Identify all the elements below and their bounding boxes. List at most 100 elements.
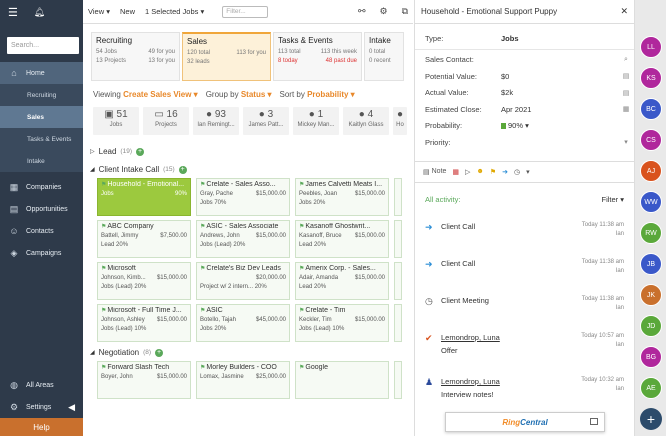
field-value[interactable]: $2k [501, 88, 514, 98]
hamburger-menu-icon[interactable]: ☰ [8, 6, 18, 19]
sidebar-subitem-tasks[interactable]: Tasks & Events [0, 128, 83, 150]
avatar[interactable]: BG [640, 346, 662, 368]
flag-icon[interactable]: ⚑ [489, 168, 497, 176]
gear-icon[interactable]: ⚙ [379, 6, 388, 16]
calendar-icon[interactable]: ▦ [622, 106, 630, 114]
window-icon[interactable] [590, 418, 598, 425]
search-icon[interactable]: ⌕ [624, 55, 628, 63]
deal-card[interactable]: ⚑ASIC Botello, Tajah $45,000.00 Jobs 20% [196, 304, 290, 342]
sidebar-subitem-intake[interactable]: Intake [0, 150, 83, 172]
play-icon[interactable]: ▷ [465, 168, 471, 176]
activity-filter-dropdown[interactable]: Filter ▾ [601, 194, 624, 204]
add-icon[interactable]: + [155, 348, 164, 357]
activity-item[interactable]: ➜ Client Call Today 11:38 am Ian [415, 259, 634, 274]
arrow-right-icon[interactable]: ➜ [502, 168, 508, 176]
activity-item[interactable]: ✔ Lemondrop, Luna Offer Today 10:57 am Ian [415, 333, 634, 355]
sidebar-item-all-areas[interactable]: ◍ All Areas [0, 374, 83, 396]
pipeline-tab-sales[interactable]: Sales 120 total 113 for you 32 leads [182, 32, 271, 81]
deal-card[interactable]: ⚑Kasanoff Ghostwrit... Kasanoff, Bruce $15… [295, 220, 389, 258]
collapse-arrow-icon[interactable]: ◀ [68, 401, 75, 412]
deal-card[interactable]: ⚑ASIC - Sales Associate Andrews, John $15,… [196, 220, 290, 258]
avatar[interactable]: LL [640, 36, 662, 58]
selected-jobs-dropdown[interactable]: 1 Selected Jobs ▾ [145, 7, 205, 16]
deal-card[interactable]: ⚑Microsoft Johnson, Kimb... $15,000.00 Jobs… [97, 262, 191, 300]
sidebar-item-settings[interactable]: ⚙ Settings ◀ [0, 396, 83, 418]
field-value[interactable]: Jobs [501, 33, 519, 43]
viewing-dropdown[interactable]: Create Sales View ▾ [123, 90, 198, 99]
person-add-icon[interactable]: ☻ [476, 168, 484, 175]
pipeline-tab-tasks[interactable]: Tasks & Events 113 total 113 this week 8 … [273, 32, 362, 81]
sort-dropdown[interactable]: Probability ▾ [307, 90, 355, 99]
avatar[interactable]: JD [640, 315, 662, 337]
popout-icon[interactable]: ⧉ [401, 6, 408, 16]
avatar[interactable]: WW [640, 191, 662, 213]
collapse-icon[interactable]: ◢ [90, 167, 95, 173]
avatar[interactable]: AE [640, 377, 662, 399]
expand-icon[interactable]: ▷ [90, 149, 95, 155]
stat-projects[interactable]: ▭ 16 Projects [143, 107, 189, 135]
add-icon[interactable]: + [135, 147, 144, 156]
stat-jobs[interactable]: ▣ 51 Jobs [93, 107, 139, 135]
field-value[interactable]: 90% ▾ [501, 121, 634, 130]
deal-card[interactable]: ⚑Amerix Corp. - Sales... Adair, Amanda $15… [295, 262, 389, 300]
avatar[interactable]: JK [640, 284, 662, 306]
calendar-icon[interactable]: ▦ [452, 168, 460, 176]
stat-user[interactable]: ● 93 Ian Remingt... [193, 107, 239, 135]
avatar[interactable]: JB [640, 253, 662, 275]
calculator-icon[interactable]: ▤ [622, 89, 630, 97]
pipeline-tab-intake[interactable]: Intake 0 total 0 recent [364, 32, 404, 81]
deal-card[interactable]: ⚑Forward Slash Tech Boyer, John $15,000.00 [97, 361, 191, 399]
clock-icon[interactable]: ◷ [513, 168, 521, 176]
note-button[interactable]: ▤ Note [423, 168, 446, 176]
new-button[interactable]: New [119, 7, 135, 16]
ringcentral-bar[interactable]: RingCentral [445, 412, 605, 432]
deal-card[interactable]: ⚑ABC Company Battell, Jimmy $7,500.00 Lead … [97, 220, 191, 258]
deal-card[interactable]: ⚑James Calvetti Meats I... Peebles, Joan $… [295, 178, 389, 216]
stat-user[interactable]: ● 1 Mickey Man... [293, 107, 339, 135]
add-icon[interactable]: + [178, 165, 187, 174]
sidebar-item-opportunities[interactable]: ▤ Opportunities [0, 198, 83, 220]
sidebar-item-campaigns[interactable]: ◈ Campaigns [0, 242, 83, 264]
activity-item[interactable]: ◷ Client Meeting Today 11:38 am Ian [415, 296, 634, 311]
avatar[interactable]: CS [640, 129, 662, 151]
collapse-icon[interactable]: ◢ [90, 350, 95, 356]
sidebar-item-contacts[interactable]: ☺ Contacts [0, 220, 83, 242]
sidebar-subitem-sales[interactable]: Sales [0, 106, 83, 128]
field-value[interactable]: Apr 2021 [501, 104, 532, 114]
section-negotiation[interactable]: ◢ Negotiation (8) + [90, 348, 413, 357]
more-chevron-icon[interactable]: ▾ [526, 168, 530, 176]
help-button[interactable]: Help [0, 418, 83, 436]
section-lead[interactable]: ▷ Lead (19) + [90, 147, 413, 156]
stat-user[interactable]: ● 4 Kaitlyn Glass [343, 107, 389, 135]
add-icon[interactable]: + [640, 408, 662, 430]
avatar[interactable]: KS [640, 67, 662, 89]
deal-card[interactable]: ⚑Google [295, 361, 389, 399]
chevron-down-icon[interactable]: ▾ [624, 139, 628, 147]
stat-user[interactable]: ● 3 James Patt... [243, 107, 289, 135]
notification-bell-icon[interactable]: 🔔︎ [33, 6, 45, 17]
sidebar-item-companies[interactable]: ▦ Companies [0, 176, 83, 198]
filter-input[interactable]: Filter... [222, 5, 269, 18]
field-value[interactable]: $0 [501, 71, 510, 81]
sidebar-item-home[interactable]: ⌂ Home [0, 62, 83, 84]
section-client-intake[interactable]: ◢ Client Intake Call (15) + [90, 165, 413, 174]
close-icon[interactable]: ✕ [620, 6, 628, 16]
avatar[interactable]: RW [640, 222, 662, 244]
deal-card[interactable]: ⚑Microsoft - Full Time J... Johnson, Ashl… [97, 304, 191, 342]
sidebar-subitem-recruiting[interactable]: Recruiting [0, 84, 83, 106]
activity-item[interactable]: ♟ Lemondrop, Luna Interview notes! Today 10… [415, 377, 634, 399]
deal-card[interactable]: ⚑Household - Emotional... Jobs 90% [97, 178, 191, 216]
sidebar-search-input[interactable]: Search... [7, 37, 79, 54]
pipeline-tab-recruiting[interactable]: Recruiting 54 Jobs 49 for you 13 Projects… [91, 32, 180, 81]
activity-item[interactable]: ➜ Client Call Today 11:38 am Ian [415, 222, 634, 237]
group-dropdown[interactable]: Status ▾ [240, 90, 272, 99]
avatar[interactable]: AJ [640, 160, 662, 182]
view-menu[interactable]: View ▾ [88, 7, 110, 16]
deal-card[interactable]: ⚑Crelate's Biz Dev Leads $20,000.00 Projec… [196, 262, 290, 300]
deal-card[interactable]: ⚑Morley Builders - COO Lomax, Jasmine $25,… [196, 361, 290, 399]
binoculars-icon[interactable]: ⚯ [357, 6, 366, 16]
deal-card[interactable]: ⚑Crelate - Tim Keckler, Tim $15,000.00 Jobs… [295, 304, 389, 342]
stat-user[interactable]: ● Ho [393, 107, 407, 135]
deal-card[interactable]: ⚑Crelate - Sales Asso... Gray, Pache $15,0… [196, 178, 290, 216]
calculator-icon[interactable]: ▤ [622, 73, 630, 81]
